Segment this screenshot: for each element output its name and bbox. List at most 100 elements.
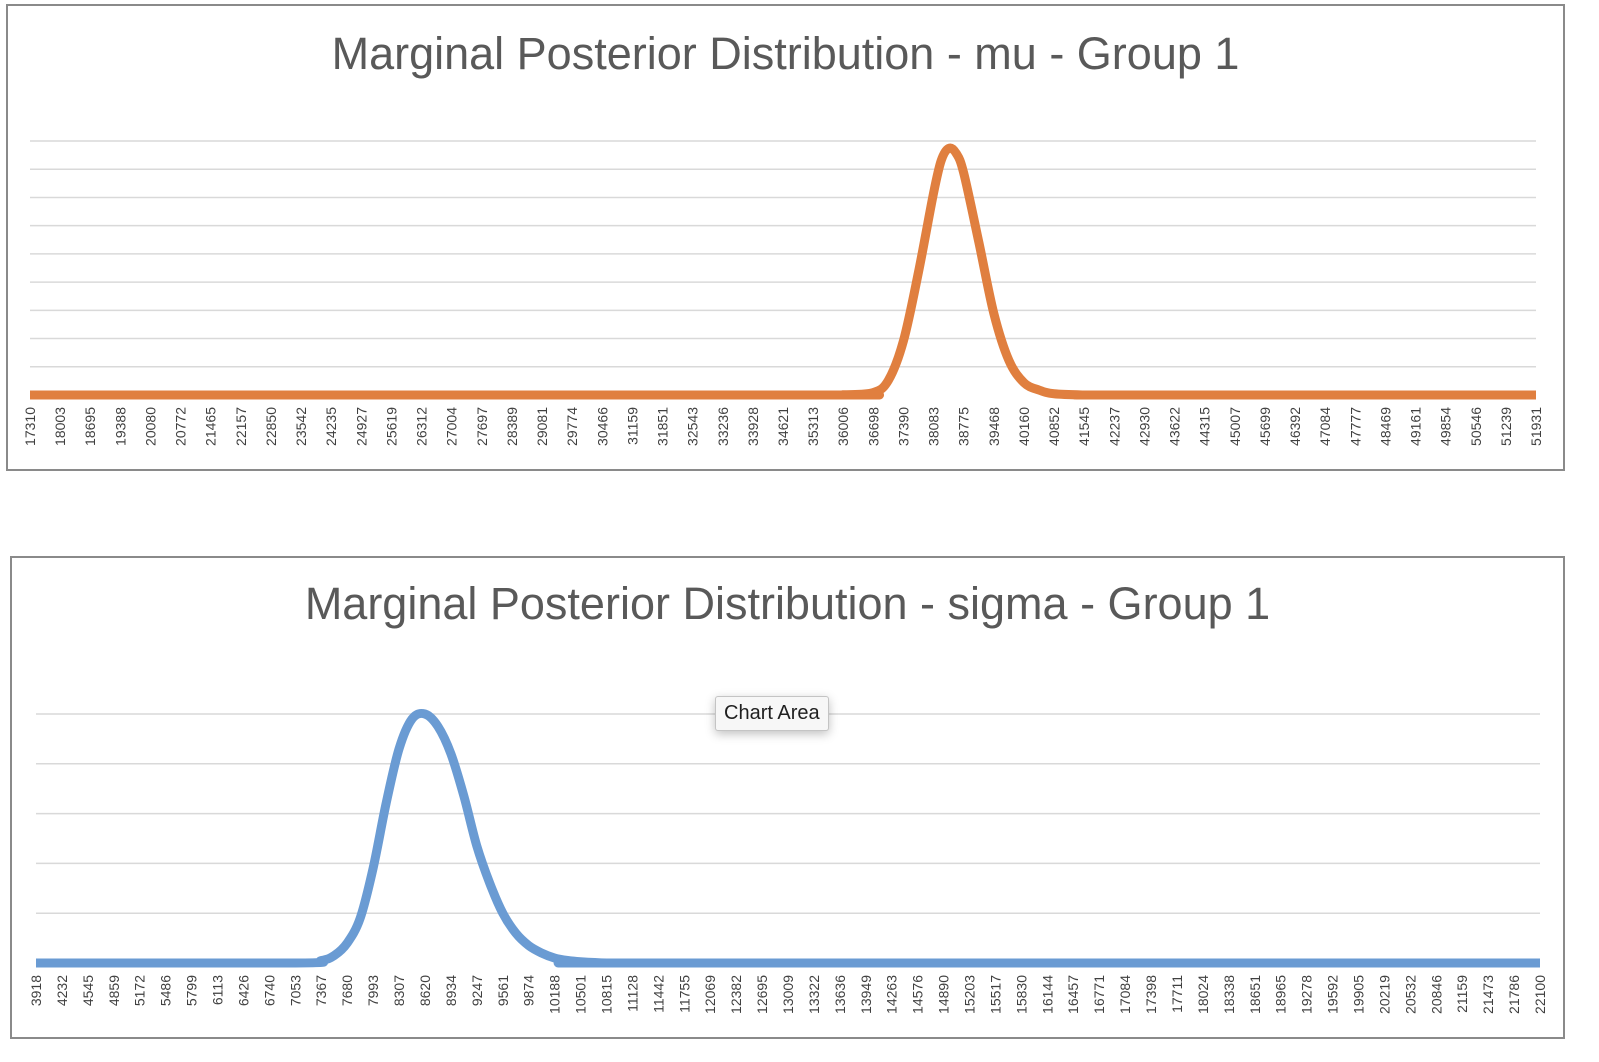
x-tick-label: 13636 [832,975,848,1014]
x-tick-label: 50546 [1468,407,1484,446]
x-tick-label: 18024 [1195,975,1211,1014]
x-tick-label: 14263 [884,975,900,1014]
x-tick-label: 4232 [54,975,70,1006]
plot-area-mu[interactable]: 17310 18003 18695 19388 20080 20772 21465 22157… [8,6,1567,473]
x-tick-label: 49854 [1438,407,1454,446]
x-tick-label: 26312 [414,407,430,446]
x-tick-label: 6426 [235,975,251,1006]
x-tick-label: 22100 [1532,975,1548,1014]
x-tick-label: 19905 [1350,975,1366,1014]
x-tick-label: 7053 [287,975,303,1006]
x-tick-label: 34621 [775,407,791,446]
x-tick-label: 46392 [1287,407,1303,446]
x-tick-label: 21473 [1480,975,1496,1014]
x-tick-label: 33236 [715,407,731,446]
x-tick-label: 18651 [1247,975,1263,1014]
x-tick-label: 20846 [1428,975,1444,1014]
x-tick-label: 10188 [547,975,563,1014]
x-tick-label: 20772 [173,407,189,446]
x-tick-label: 36698 [865,407,881,446]
x-tick-label: 5486 [158,975,174,1006]
plot-area-sigma[interactable]: 3918 4232 4545 4859 5172 5486 5799 6113 6426 6740… [12,558,1567,1041]
x-tick-label: 21786 [1506,975,1522,1014]
x-tick-label: 40852 [1046,407,1062,446]
x-tick-label: 14890 [936,975,952,1014]
x-tick-label: 10815 [598,975,614,1014]
x-tick-label: 11755 [676,975,692,1013]
x-tick-label: 13322 [806,975,822,1014]
x-tick-label: 27697 [474,407,490,446]
x-tick-label: 33928 [745,407,761,446]
x-tick-label: 39468 [986,407,1002,446]
x-tick-label: 15517 [987,975,1003,1014]
chart-title: Marginal Posterior Distribution - mu - G… [331,28,1240,79]
chart-sigma[interactable]: Marginal Posterior Distribution - sigma … [10,556,1565,1039]
x-tick-label: 16457 [1065,975,1081,1014]
x-tick-label: 24235 [323,407,339,446]
x-tick-label: 43622 [1167,407,1183,446]
x-tick-label: 24927 [353,407,369,446]
x-tick-label: 5172 [132,975,148,1006]
x-tick-label: 31851 [655,407,671,446]
series-line [30,143,1536,400]
x-tick-label: 37390 [895,407,911,446]
x-tick-label: 38083 [926,407,942,446]
x-tick-label: 17711 [1169,975,1185,1013]
x-tick-label: 23542 [293,407,309,446]
x-tick-label: 12695 [754,975,770,1014]
x-tick-label: 13009 [780,975,796,1014]
x-tick-label: 21159 [1454,975,1470,1013]
x-tick-label: 16771 [1091,975,1107,1014]
x-tick-label: 31159 [624,407,640,445]
x-tick-label: 25619 [383,407,399,446]
x-tick-label: 15830 [1013,975,1029,1014]
x-tick-label: 3918 [28,975,44,1006]
x-tick-label: 11442 [650,975,666,1013]
x-tick-label: 35313 [805,407,821,446]
x-tick-label: 17084 [1117,975,1133,1014]
x-tick-label: 6113 [210,975,226,1005]
x-tick-label: 18338 [1221,975,1237,1014]
x-tick-label: 42237 [1106,407,1122,446]
x-tick-label: 20532 [1402,975,1418,1014]
x-tick-label: 7993 [365,975,381,1006]
x-tick-label: 29774 [564,407,580,446]
chart-mu[interactable]: Marginal Posterior Distribution - mu - G… [6,4,1565,471]
x-tick-label: 18003 [52,407,68,446]
x-tick-label: 32543 [685,407,701,446]
x-tick-label: 12382 [728,975,744,1014]
x-tick-label: 30466 [594,407,610,446]
x-tick-label: 4545 [80,975,96,1006]
x-tick-label: 47777 [1347,407,1363,446]
x-tick-label: 20080 [142,407,158,446]
x-tick-label: 9247 [469,975,485,1006]
x-tick-label: 22850 [263,407,279,446]
x-tick-label: 18965 [1273,975,1289,1014]
x-tick-label: 20219 [1376,975,1392,1014]
x-tick-label: 19278 [1299,975,1315,1014]
x-tick-label: 19592 [1325,975,1341,1014]
x-tick-label: 8934 [443,975,459,1006]
x-tick-label: 22157 [233,407,249,446]
x-tick-label: 11128 [624,975,640,1012]
x-tick-label: 12069 [702,975,718,1014]
x-tick-label: 7680 [339,975,355,1006]
x-tick-label: 19388 [112,407,128,446]
x-tick-label: 6740 [261,975,277,1006]
x-tick-label: 45007 [1227,407,1243,446]
x-tick-label: 51239 [1498,407,1514,446]
x-tick-label: 40160 [1016,407,1032,446]
x-tick-label: 9561 [495,975,511,1006]
x-tick-label: 29081 [534,407,550,446]
x-tick-label: 13949 [858,975,874,1014]
x-tick-label: 16144 [1039,975,1055,1014]
x-tick-label: 41545 [1076,407,1092,446]
x-tick-label: 27004 [444,407,460,446]
x-tick-label: 7367 [313,975,329,1006]
x-tick-label: 8307 [391,975,407,1006]
x-tick-label: 10501 [573,975,589,1014]
x-tick-label: 5799 [184,975,200,1006]
x-tick-label: 9874 [521,975,537,1006]
x-tick-label: 17310 [22,407,38,446]
series-line [36,708,1540,968]
